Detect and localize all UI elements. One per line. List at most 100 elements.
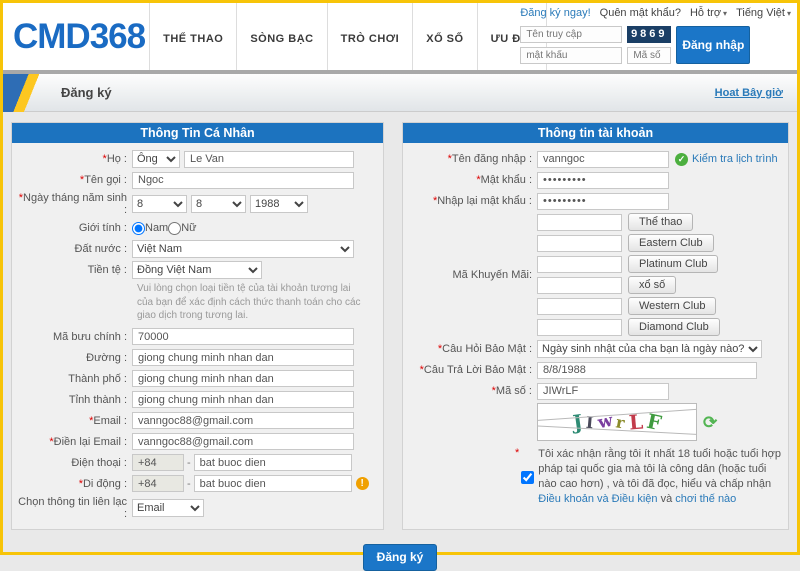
promo-code-input-sports[interactable] [537,213,622,231]
header-divider [3,70,797,74]
main-nav: THỂ THAO SÒNG BẠC TRÒ CHƠI XỔ SỐ ƯU ĐÃI [149,3,547,70]
promo-code-input-lottery[interactable] [537,276,622,294]
security-answer-input[interactable] [537,361,757,379]
title-select[interactable]: Ông [132,150,180,168]
terms-conditions-link[interactable]: Điều khoản và Điều kiện [538,492,658,505]
mobile-label: *Di động : [78,477,127,490]
promo-code-input-diamond[interactable] [537,318,622,336]
province-label: Tỉnh thành : [68,393,127,406]
surname-input[interactable] [184,150,354,168]
required-mark: * [18,192,24,204]
language-menu[interactable]: Tiếng Việt ▾ [736,7,791,19]
forgot-password-link[interactable]: Quên mật khẩu? [599,7,681,19]
promo-line: Platinum Club [537,255,720,273]
login-button[interactable]: Đăng nhập [676,26,751,64]
register-submit-button[interactable]: Đăng ký [363,543,437,571]
email-confirm-row: *Điền lại Email : [14,433,378,451]
logo[interactable]: CMD368 [13,17,146,56]
city-input[interactable] [132,370,354,387]
city-label: Thành phố : [68,372,127,385]
login-username-input[interactable] [520,26,623,43]
dob-day-select[interactable]: 8 [132,195,187,213]
country-label: Đất nước : [74,243,127,255]
password-input[interactable] [537,171,669,189]
promo-line: Western Club [537,297,720,315]
contact-pref-select[interactable]: Email [132,498,204,517]
language-label: Tiếng Việt [736,7,785,19]
currency-label: Tiền tệ : [87,264,127,276]
security-question-select[interactable]: Ngày sinh nhật của cha bạn là ngày nào? [537,340,762,358]
postcode-label: Mã bưu chính : [52,330,127,343]
nav-the-thao[interactable]: THỂ THAO [149,3,236,70]
security-answer-row: *Câu Trả Lời Bảo Mật : [405,361,783,379]
username-input[interactable] [537,150,669,168]
promo-button-western-club[interactable]: Western Club [628,297,717,315]
promo-button-platinum-club[interactable]: Platinum Club [628,255,719,273]
chat-now-link[interactable]: Hoat Bây giờ [714,86,783,99]
dob-year-select[interactable]: 1988 [250,195,308,213]
promo-button-sports[interactable]: Thể thao [628,213,694,231]
nav-xo-so[interactable]: XỔ SỐ [412,3,476,70]
terms-checkbox[interactable] [521,449,535,507]
nav-song-bac[interactable]: SÒNG BẠC [236,3,326,70]
subheader: Đăng ký Hoat Bây giờ [3,73,797,112]
gender-male-radio[interactable] [132,221,145,235]
password-confirm-input[interactable] [537,192,669,210]
check-availability-link[interactable]: Kiểm tra lịch trình [692,153,778,165]
chevron-down-icon: ▾ [723,9,728,18]
promo-button-eastern-club[interactable]: Eastern Club [628,234,714,252]
firstname-input[interactable] [132,171,354,189]
register-now-link[interactable]: Đăng ký ngay! [520,7,591,19]
login-captcha-code: 9869 [627,26,672,43]
login-code-input[interactable] [627,47,672,64]
password-confirm-label: *Nhập lại mật khẩu : [432,195,532,207]
street-input[interactable] [132,349,354,366]
city-row: Thành phố : [14,370,378,388]
how-to-play-link[interactable]: chơi thế nào [675,492,737,505]
mobile-prefix [132,475,184,492]
terms-row: * Tôi xác nhận rằng tôi ít nhất 18 tuổi … [515,447,783,507]
support-menu[interactable]: Hỗ trợ ▾ [690,7,727,19]
promo-line: Thể thao [537,213,720,231]
required-mark: * [419,364,424,376]
firstname-row: *Tên gọi : [14,171,378,189]
required-mark: * [447,153,452,165]
login-password-input[interactable] [520,47,623,64]
account-info-title: Thông tin tài khoản [403,123,788,143]
header-right: Đăng ký ngay! Quên mật khẩu? Hỗ trợ ▾ Tiế… [520,7,791,64]
captcha-code-input[interactable] [537,382,669,400]
promo-code-input-eastern[interactable] [537,234,622,252]
country-select[interactable]: Việt Nam [132,240,354,258]
promo-label: Mã Khuyến Mãi: [452,268,532,281]
promo-line: xổ số [537,276,720,294]
top-links: Đăng ký ngay! Quên mật khẩu? Hỗ trợ ▾ Tiế… [520,7,791,19]
refresh-icon[interactable]: ⟳ [703,413,718,432]
province-row: Tỉnh thành : [14,391,378,409]
required-mark: * [102,153,107,165]
currency-select[interactable]: Đồng Việt Nam [132,261,262,279]
email-input[interactable] [132,412,354,429]
postcode-input[interactable] [132,328,354,345]
email-confirm-input[interactable] [132,433,354,450]
promo-code-input-western[interactable] [537,297,622,315]
nav-tro-choi[interactable]: TRÒ CHƠI [326,3,413,70]
personal-info-panel: Thông Tin Cá Nhân *Họ : Ông *Tên gọi : *… [11,122,384,530]
flag-icon [3,73,41,112]
dob-month-select[interactable]: 8 [191,195,246,213]
mobile-input[interactable] [193,475,352,492]
required-mark: * [491,385,496,397]
promo-line: Diamond Club [537,318,720,336]
required-mark: * [79,174,85,186]
gender-female-radio[interactable] [168,221,182,235]
province-input[interactable] [132,391,354,408]
mobile-row: *Di động : - ! [14,475,378,493]
promo-code-input-platinum[interactable] [537,255,622,273]
promo-button-lottery[interactable]: xổ số [628,276,677,294]
content: Thông Tin Cá Nhân *Họ : Ông *Tên gọi : *… [3,112,797,571]
password-confirm-row: *Nhập lại mật khẩu : [405,192,783,210]
phone-input[interactable] [193,454,352,471]
promo-button-diamond-club[interactable]: Diamond Club [628,318,720,336]
page-title: Đăng ký [61,85,112,100]
security-answer-label: *Câu Trả Lời Bảo Mật : [419,364,532,376]
